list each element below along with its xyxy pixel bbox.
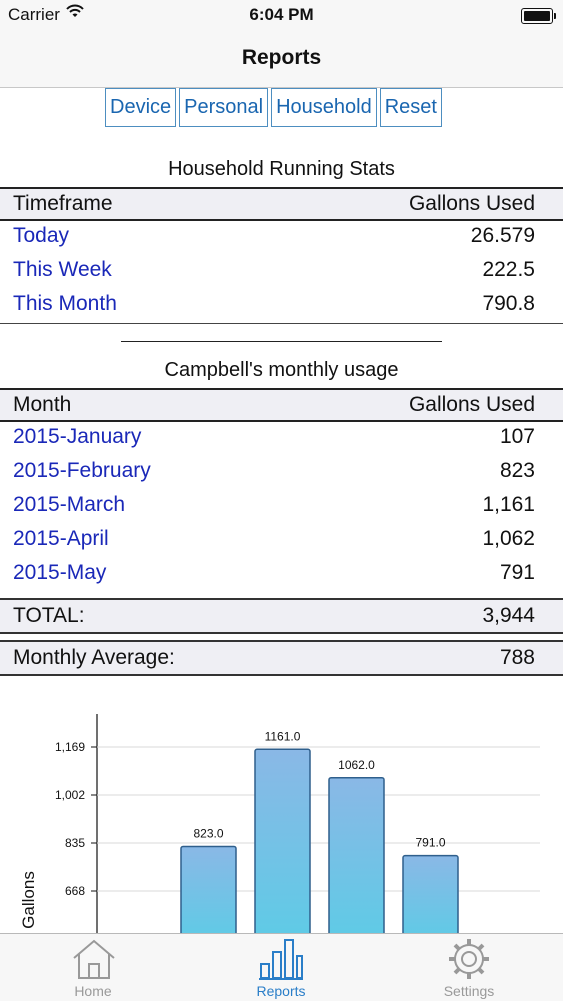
page-title: Reports xyxy=(241,46,322,69)
gallons-value: 791 xyxy=(499,561,535,584)
bar-chart-icon xyxy=(258,936,304,987)
bar-data-label: 1161.0 xyxy=(265,729,301,743)
gallons-header: Gallons Used xyxy=(408,192,535,215)
table-header: Timeframe Gallons Used xyxy=(0,187,563,221)
y-tick-label: 1,002 xyxy=(55,788,85,802)
section-divider xyxy=(121,341,442,342)
gear-icon xyxy=(446,936,492,987)
bar xyxy=(180,845,237,933)
gallons-header: Gallons Used xyxy=(408,393,535,416)
table-row[interactable]: 2015-April 1,062 xyxy=(0,524,563,558)
gallons-value: 790.8 xyxy=(482,292,535,315)
tab-reports-label: Reports xyxy=(256,983,306,999)
y-tick-label: 1,169 xyxy=(55,740,85,754)
bar-data-label: 823.0 xyxy=(193,826,223,840)
gallons-value: 823 xyxy=(499,459,535,482)
tab-home-label: Home xyxy=(74,983,112,999)
average-label: Monthly Average: xyxy=(13,646,175,669)
timeframe-link[interactable]: Today xyxy=(13,224,70,247)
tab-settings[interactable]: Settings xyxy=(409,934,529,1001)
month-link[interactable]: 2015-May xyxy=(13,561,107,584)
timeframe-header: Timeframe xyxy=(13,192,113,215)
table-row[interactable]: 2015-March 1,161 xyxy=(0,490,563,524)
table-header: Month Gallons Used xyxy=(0,388,563,422)
monthly-usage-table: Month Gallons Used 2015-January 107 2015… xyxy=(0,388,563,592)
table-row[interactable]: Today 26.579 xyxy=(0,221,563,255)
nav-bar: Reports xyxy=(0,30,563,88)
table-row[interactable]: 2015-January 107 xyxy=(0,422,563,456)
tab-bar: Home Reports xyxy=(0,933,563,1001)
timeframe-link[interactable]: This Month xyxy=(13,292,117,315)
household-button[interactable]: Household xyxy=(271,88,377,127)
wifi-icon xyxy=(66,3,84,24)
average-value: 788 xyxy=(499,646,535,669)
total-label: TOTAL: xyxy=(13,604,85,627)
y-axis-label: Gallons xyxy=(19,871,38,929)
gallons-value: 1,062 xyxy=(482,527,535,550)
battery-icon xyxy=(521,8,556,24)
y-tick-label: 668 xyxy=(65,884,85,898)
bar xyxy=(402,854,459,933)
gallons-value: 26.579 xyxy=(470,224,535,247)
bar xyxy=(254,748,311,933)
month-header: Month xyxy=(13,393,72,416)
y-tick-label: 835 xyxy=(65,836,85,850)
personal-button[interactable]: Personal xyxy=(179,88,269,127)
table-row[interactable]: This Month 790.8 xyxy=(0,289,563,324)
tab-home[interactable]: Home xyxy=(33,934,153,1001)
home-icon xyxy=(71,938,117,985)
month-link[interactable]: 2015-February xyxy=(13,459,151,482)
month-link[interactable]: 2015-March xyxy=(13,493,126,516)
monthly-usage-chart: 668 835 1,002 1,169 823.0 1161.0 1062.0 791.0 G… xyxy=(19,714,540,933)
gallons-value: 222.5 xyxy=(482,258,535,281)
total-row: TOTAL: 3,944 xyxy=(0,598,563,634)
status-bar: Carrier 6:04 PM xyxy=(0,0,563,30)
timeframe-link[interactable]: This Week xyxy=(13,258,112,281)
bar-data-label: 1062.0 xyxy=(338,758,375,772)
tab-reports[interactable]: Reports xyxy=(221,934,341,1001)
carrier-label: Carrier xyxy=(8,5,60,24)
total-value: 3,944 xyxy=(482,604,535,627)
running-stats-table: Timeframe Gallons Used Today 26.579 This… xyxy=(0,187,563,324)
report-type-selector: Device Personal Household Reset xyxy=(105,88,442,127)
table-row[interactable]: 2015-May 791 xyxy=(0,558,563,592)
month-link[interactable]: 2015-January xyxy=(13,425,142,448)
clock: 6:04 PM xyxy=(249,5,314,24)
table-row[interactable]: This Week 222.5 xyxy=(0,255,563,289)
bar xyxy=(328,777,385,933)
reset-button[interactable]: Reset xyxy=(379,88,442,127)
tab-settings-label: Settings xyxy=(443,983,495,999)
gallons-value: 107 xyxy=(499,425,535,448)
table-row[interactable]: 2015-February 823 xyxy=(0,456,563,490)
gallons-value: 1,161 xyxy=(482,493,535,516)
month-link[interactable]: 2015-April xyxy=(13,527,109,550)
average-row: Monthly Average: 788 xyxy=(0,640,563,676)
bar-data-label: 791.0 xyxy=(415,836,445,850)
monthly-usage-title: Campbell's monthly usage xyxy=(164,359,399,381)
running-stats-title: Household Running Stats xyxy=(168,158,395,180)
device-button[interactable]: Device xyxy=(105,88,177,127)
